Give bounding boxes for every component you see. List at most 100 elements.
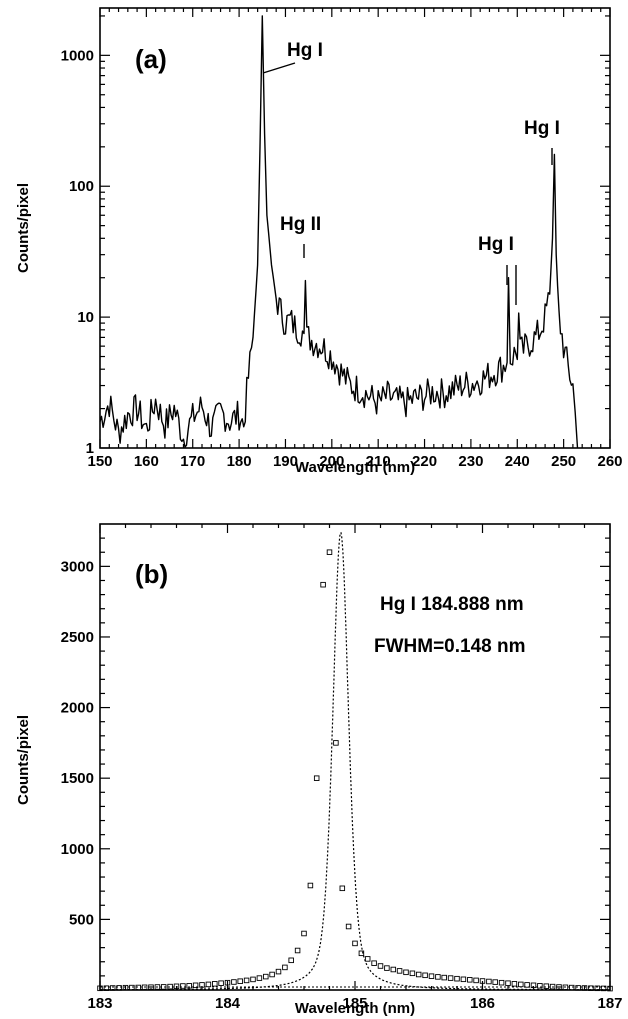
panel-b-data-point [473,977,479,984]
panel-b-data-point [562,984,569,991]
panel-b-data-point [581,985,588,991]
panel-b-x-tick-label: 187 [597,995,622,1012]
panel-b-data-point [326,549,333,555]
panel-b-data-point [505,980,511,986]
panel-b-data-point [288,957,294,964]
panel-b-y-tick-label: 1000 [61,841,94,858]
panel-b-data-point [205,981,212,988]
panel-b-data-point [447,975,454,981]
panel-b-data-point [237,978,243,984]
panel-b-y-tick-label: 1500 [61,770,94,787]
panel-a-y-axis-title: Counts/pixel [15,183,32,273]
panel-b-data-point [116,985,122,991]
panel-b-data-point [607,985,613,992]
panel-b-data-point [263,973,269,980]
panel-b-data-point [307,882,314,889]
panel-a-x-tick-label: 180 [227,453,252,470]
panel-a-tag: (a) [135,44,167,74]
panel-b-data-point [486,978,492,985]
panel-b-data-point [364,956,371,962]
annotation-hg-i-185: Hg I [287,40,323,61]
panel-a-x-tick-label: 210 [366,453,391,470]
panel-b-data-point [97,985,103,992]
panel-b-data-point [243,977,250,984]
panel-a-frame [99,7,611,449]
panel-b-data-point [518,981,524,988]
panel-b-data-point [358,950,365,957]
panel-b-data-point [231,979,237,985]
panel-b-data-point [428,973,435,979]
panel-b-y-axis-title: Counts/pixel [15,715,32,805]
panel-b-y-tick-label: 3000 [61,558,94,575]
panel-a-x-tick-label: 170 [180,453,205,470]
panel-b-data-point [556,984,562,990]
panel-b-data-point [543,983,550,989]
panel-b-data-point [403,969,409,976]
panel-b-data-point [511,981,518,987]
panel-b-data-point [460,976,467,983]
panel-b-x-tick-label: 183 [87,995,112,1012]
panel-b: 183 184 185 186 187 50010001500200025003000 … [15,523,623,1017]
panel-b-fwhm-label: FWHM=0.148 nm [374,636,526,657]
panel-b-data-point [186,983,192,989]
panel-b-data-point [313,775,320,781]
panel-b-data-point [549,983,556,990]
panel-b-data-point [384,965,390,971]
panel-b-data-point [537,983,543,989]
panel-b-data-point [160,984,167,990]
panel-b-data-point [141,984,148,991]
panel-a-spectrum-line [99,15,579,449]
panel-b-data-point [333,740,339,746]
panel-b-data-point [301,930,307,937]
panel-b-fit-curve [100,531,610,991]
panel-a: 150 160 170 180 190 200 210 220 230 240 250 260 1 10… [15,7,623,476]
panel-b-data-point [135,984,142,991]
panel-b-data-point [173,983,180,990]
panel-b-data-point [275,968,282,975]
panel-b-data-point [396,968,403,974]
panel-b-data-point [256,975,263,981]
panel-a-x-tick-label: 200 [319,453,344,470]
panel-b-data-point [199,982,205,988]
panel-b-data-point [441,974,447,981]
panel-a-ticks [99,8,611,449]
panel-a-y-tick-label: 1 [86,440,94,457]
panel-b-data-point [352,940,358,947]
panel-b-data-point [180,983,186,989]
panel-b-data-point [129,984,135,991]
panel-b-data-point [454,975,460,982]
annotation-hg-ii-194: Hg II [280,214,321,235]
panel-b-data-point [294,947,301,954]
panel-b-data-point [167,983,173,990]
panel-b-ticks [99,524,611,990]
panel-b-data-point [467,977,473,983]
panel-a-x-tick-label: 150 [87,453,112,470]
panel-b-data-point [103,985,110,991]
panel-a-x-tick-label: 250 [551,453,576,470]
panel-b-data-markers [97,549,613,992]
panel-b-data-point [594,985,601,992]
panel-b-data-point [339,885,346,892]
panel-b-data-point [479,978,486,984]
panel-a-y-tick-label: 1000 [61,47,94,64]
panel-a-x-axis-title: Wavelength (nm) [295,459,415,476]
panel-b-data-point [269,971,275,978]
annotation-hg-i-248: Hg I [524,118,560,139]
panel-b-data-point [154,984,161,990]
panel-b-data-point [435,974,441,980]
panel-b-data-point [122,984,129,991]
panel-a-y-tick-label: 100 [69,178,94,195]
panel-b-data-point [530,982,537,989]
panel-b-tag: (b) [135,559,168,589]
annotation-hg-i-185-pointer [262,62,296,74]
panel-b-data-point [282,964,288,971]
panel-b-data-point [345,923,352,930]
panel-b-data-point [498,979,505,986]
panel-b-x-tick-label: 185 [342,995,367,1012]
panel-b-data-point [600,985,607,992]
panel-b-data-point [575,985,581,991]
annotation-hg-i-238: Hg I [478,234,514,255]
panel-b-y-tick-label: 2000 [61,700,94,717]
panel-b-y-tick-label: 2500 [61,629,94,646]
panel-b-x-tick-label: 184 [215,995,241,1012]
